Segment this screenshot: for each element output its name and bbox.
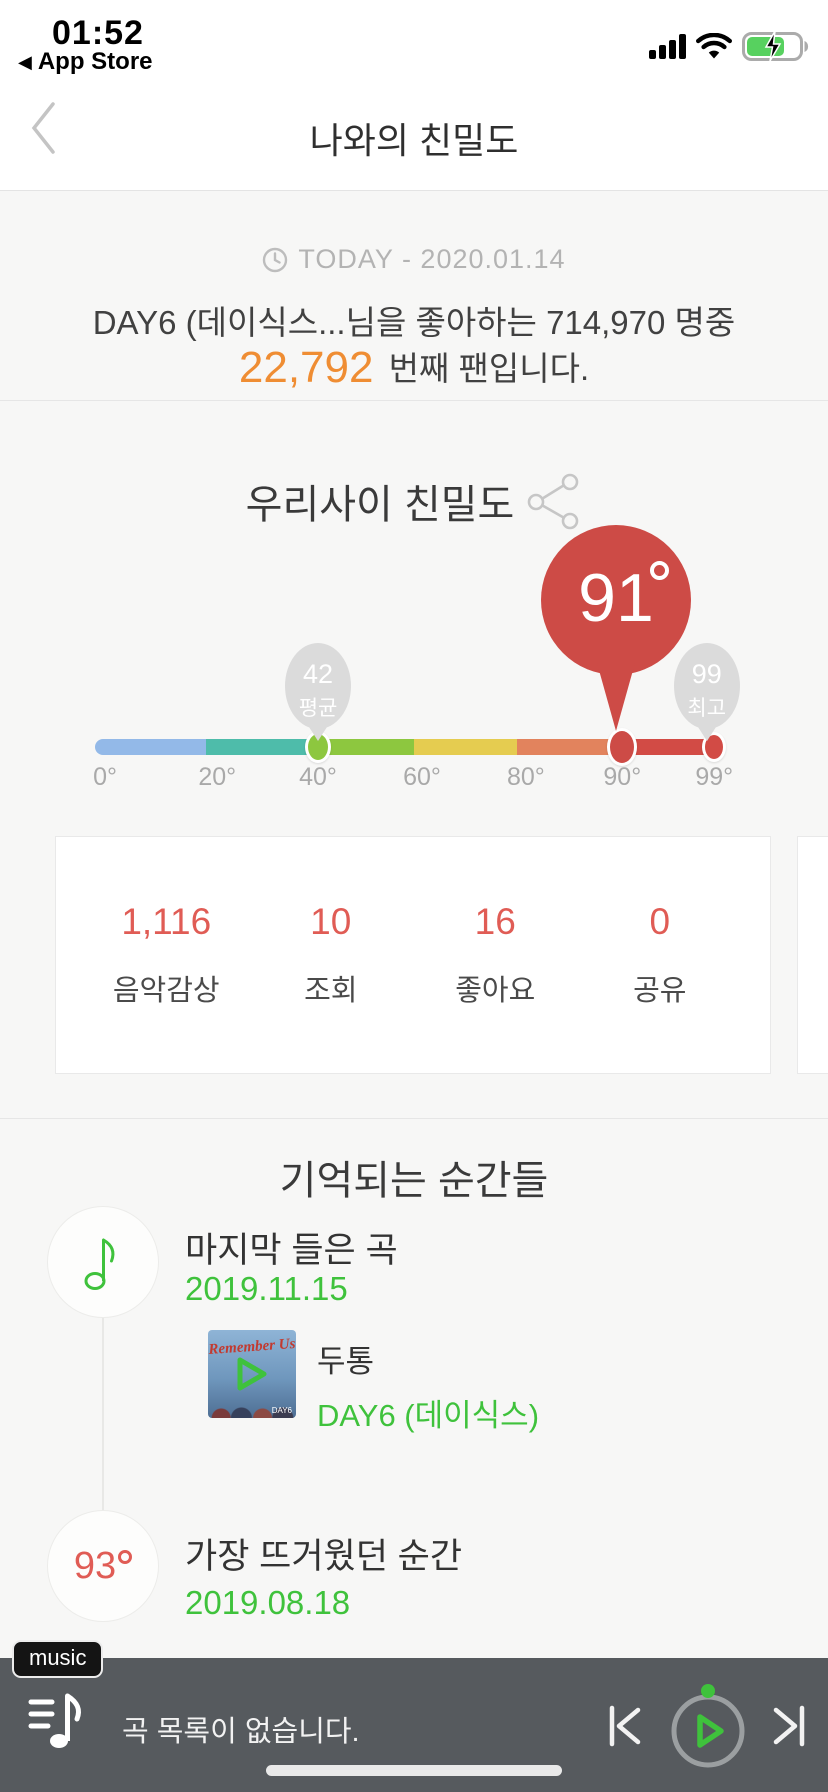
fan-rank-line2: 22,792 번째 팬입니다. <box>0 342 828 393</box>
stat-label: 공유 <box>633 975 687 1007</box>
clock-icon <box>263 247 288 272</box>
song-artist[interactable]: DAY6 (데이식스) <box>317 1398 540 1433</box>
chevron-left-icon <box>31 102 55 154</box>
nav-back-button[interactable] <box>26 98 66 158</box>
gauge-segment-4 <box>517 739 623 755</box>
gauge-tick-2: 40° <box>299 763 337 791</box>
stats-card: 1,116 음악감상 10 조회 16 좋아요 0 공유 <box>55 836 771 1074</box>
stat-label: 음악감상 <box>112 975 220 1007</box>
gauge-segment-5 <box>622 739 725 755</box>
gauge-tick-1: 20° <box>198 763 237 791</box>
gauge-tick-4: 80° <box>507 763 545 791</box>
page-title: 나와의 친밀도 <box>309 120 519 161</box>
stat-item-0[interactable]: 1,116 음악감상 <box>84 901 249 1009</box>
album-logo: DAY6 <box>271 1406 292 1415</box>
intimacy-gauge: 91 42 평균 99 최고 <box>95 525 740 766</box>
stat-item-3[interactable]: 0 공유 <box>578 901 743 1009</box>
score-balloon-circle <box>541 525 691 675</box>
back-to-app-store-link[interactable]: ◀ App Store <box>18 48 153 76</box>
max-value: 99 <box>691 659 722 689</box>
cellular-signal-icon <box>649 33 686 59</box>
stat-value: 0 <box>649 901 671 942</box>
section-divider <box>0 400 828 401</box>
wifi-icon <box>696 32 732 60</box>
stat-label: 좋아요 <box>455 975 536 1007</box>
status-icons <box>649 30 812 62</box>
play-overlay-icon[interactable] <box>234 1354 270 1399</box>
fan-rank-line1: DAY6 (데이식스...님을 좋아하는 714,970 명중 <box>92 304 736 341</box>
timeline-connector <box>102 1318 104 1510</box>
previous-track-button[interactable] <box>604 1703 650 1754</box>
score-balloon: 91 <box>541 525 691 739</box>
score-value: 91 <box>578 560 654 636</box>
gauge-tick-5: 90° <box>603 763 642 791</box>
previous-icon <box>609 1705 641 1747</box>
next-icon <box>773 1705 805 1747</box>
moments-section-title: 기억되는 순간들 <box>279 1159 549 1203</box>
average-bubble: 42 평균 <box>285 643 352 729</box>
stat-item-1[interactable]: 10 조회 <box>249 901 414 1009</box>
album-art-figures <box>208 1388 296 1418</box>
next-track-button[interactable] <box>764 1703 810 1754</box>
stat-value: 1,116 <box>121 901 212 942</box>
stat-value: 16 <box>474 901 516 942</box>
album-art-thumbnail[interactable]: Remember Us DAY6 <box>208 1330 296 1418</box>
fan-rank-number: 22,792 <box>238 343 374 392</box>
score-degree-mark <box>650 561 669 580</box>
average-label: 평균 <box>298 697 338 720</box>
home-indicator[interactable] <box>266 1765 562 1776</box>
section-divider <box>0 1118 828 1119</box>
gauge-bar <box>95 739 725 755</box>
today-date-row: TODAY - 2020.01.14 <box>0 244 828 275</box>
gauge-section-title-row: 우리사이 친밀도 <box>0 472 828 530</box>
stat-item-2[interactable]: 16 좋아요 <box>413 901 578 1009</box>
gauge-segment-1 <box>205 739 318 755</box>
max-bubble: 99 최고 <box>673 643 740 729</box>
stat-value: 10 <box>310 901 352 942</box>
gauge-tick-6: 99° <box>695 763 734 791</box>
top-bar-background <box>0 0 828 191</box>
max-label: 최고 <box>687 697 727 720</box>
score-marker-dot <box>607 728 638 766</box>
moment-badge-music-note <box>47 1206 159 1318</box>
status-time: 01:52 <box>52 14 144 52</box>
gauge-title: 우리사이 친밀도 <box>245 483 515 527</box>
music-mode-tag: music <box>12 1640 104 1678</box>
moment-temp-value: 93 <box>73 1544 117 1587</box>
moment-title: 가장 뜨거웠던 순간 <box>185 1537 463 1576</box>
play-icon <box>671 1684 745 1768</box>
gauge-tick-labels: 0° 20° 40° 60° 80° 90° 99° <box>93 763 733 797</box>
moment-date: 2019.11.15 <box>185 1270 348 1307</box>
moment-title: 마지막 들은 곡 <box>185 1231 398 1270</box>
music-note-icon <box>84 1238 115 1290</box>
moment-badge-temperature: 93 <box>47 1510 159 1622</box>
moment-date: 2019.08.18 <box>185 1584 351 1621</box>
share-icon[interactable] <box>526 472 582 530</box>
gauge-tick-3: 60° <box>403 763 441 791</box>
playlist-note-icon[interactable] <box>26 1690 92 1759</box>
gauge-tick-0: 0° <box>93 763 118 791</box>
battery-charging-icon <box>742 30 812 62</box>
back-app-label: App Store <box>37 48 153 75</box>
degree-mark <box>118 1549 133 1564</box>
today-date-label: TODAY - 2020.01.14 <box>298 244 566 274</box>
stat-label: 조회 <box>304 975 358 1007</box>
gauge-segment-0 <box>95 739 206 755</box>
gauge-segment-3 <box>413 739 518 755</box>
average-value: 42 <box>302 659 334 689</box>
song-title[interactable]: 두통 <box>317 1344 375 1379</box>
play-button[interactable] <box>665 1682 751 1777</box>
gauge-segment-2 <box>318 739 414 755</box>
player-empty-message: 곡 목록이 없습니다. <box>122 1716 360 1748</box>
back-triangle-icon: ◀ <box>18 51 32 72</box>
fan-rank-suffix: 번째 팬입니다. <box>388 350 590 387</box>
score-balloon-tail <box>597 663 635 731</box>
next-card-peek[interactable] <box>797 836 828 1074</box>
